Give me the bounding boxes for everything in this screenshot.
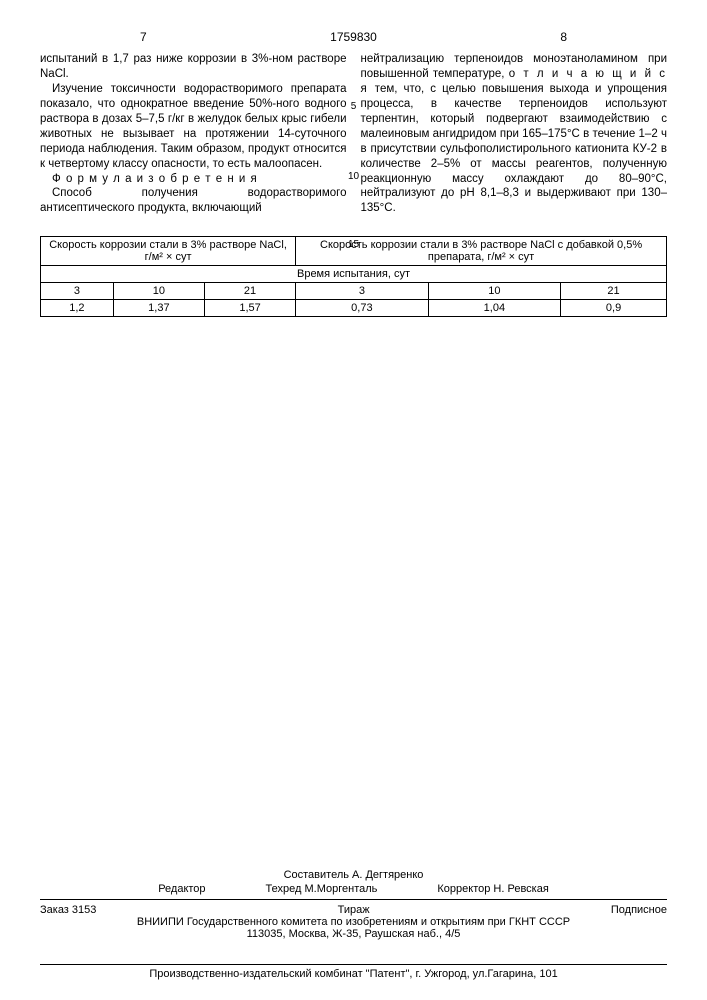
table-cell: 21 bbox=[204, 283, 295, 300]
table-cell: 0,9 bbox=[561, 300, 667, 317]
formula-title: Ф о р м у л а и з о б р е т е н и я bbox=[52, 173, 258, 185]
left-p3: Способ получения водорастворимого антисе… bbox=[40, 187, 347, 214]
table-cell: 10 bbox=[113, 283, 204, 300]
patent-number: 1759830 bbox=[330, 30, 377, 44]
left-column: испытаний в 1,7 раз ниже коррозии в 3%-н… bbox=[40, 52, 347, 216]
text-columns: 5 10 15 испытаний в 1,7 раз ниже коррози… bbox=[40, 52, 667, 216]
line-marker-15: 15 bbox=[348, 238, 360, 251]
table-time-row: 3 10 21 3 10 21 bbox=[41, 283, 667, 300]
table-cell: 1,37 bbox=[113, 300, 204, 317]
line-marker-5: 5 bbox=[348, 100, 360, 113]
table-subheader-row: Время испытания, сут bbox=[41, 266, 667, 283]
table-cell: 21 bbox=[561, 283, 667, 300]
corrector: Корректор Н. Ревская bbox=[437, 883, 548, 895]
production-line: Производственно-издательский комбинат "П… bbox=[40, 964, 667, 980]
order-row: Заказ 3153 Тираж Подписное bbox=[40, 904, 667, 916]
footer-block: Составитель А. Дегтяренко Редактор Техре… bbox=[40, 869, 667, 940]
table-cell: 3 bbox=[41, 283, 114, 300]
table-header-left: Скорость коррозии стали в 3% растворе Na… bbox=[41, 237, 296, 266]
line-marker-10: 10 bbox=[348, 170, 360, 183]
compiler-line: Составитель А. Дегтяренко bbox=[40, 869, 667, 881]
table-subheader: Время испытания, сут bbox=[41, 266, 667, 283]
right-p1b: тем, что, с целью повышения выхода и упр… bbox=[361, 83, 668, 215]
vniipi-address: 113035, Москва, Ж-35, Раушская наб., 4/5 bbox=[40, 928, 667, 940]
table-cell: 0,73 bbox=[296, 300, 428, 317]
left-p2: Изучение токсичности водорастворимого пр… bbox=[40, 83, 347, 170]
page-number-right: 8 bbox=[560, 30, 567, 44]
table-value-row: 1,2 1,37 1,57 0,73 1,04 0,9 bbox=[41, 300, 667, 317]
tirazh: Тираж bbox=[338, 904, 370, 916]
table-cell: 10 bbox=[428, 283, 560, 300]
header-row: 7 1759830 8 bbox=[40, 30, 667, 44]
credits-row: Редактор Техред М.Моргенталь Корректор Н… bbox=[40, 883, 667, 895]
patent-page: 7 1759830 8 5 10 15 испытаний в 1,7 раз … bbox=[0, 0, 707, 1000]
table-cell: 1,2 bbox=[41, 300, 114, 317]
left-p1: испытаний в 1,7 раз ниже коррозии в 3%-н… bbox=[40, 53, 347, 80]
page-number-left: 7 bbox=[140, 30, 147, 44]
table-cell: 1,04 bbox=[428, 300, 560, 317]
techred: Техред М.Моргенталь bbox=[266, 883, 378, 895]
vniipi: ВНИИПИ Государственного комитета по изоб… bbox=[40, 916, 667, 928]
right-column: нейтрализацию терпеноидов моноэтаноламин… bbox=[361, 52, 668, 216]
table-cell: 1,57 bbox=[204, 300, 295, 317]
editor-label: Редактор bbox=[158, 883, 205, 895]
signed: Подписное bbox=[611, 904, 667, 916]
table-cell: 3 bbox=[296, 283, 428, 300]
order: Заказ 3153 bbox=[40, 904, 96, 916]
footer-divider bbox=[40, 899, 667, 900]
